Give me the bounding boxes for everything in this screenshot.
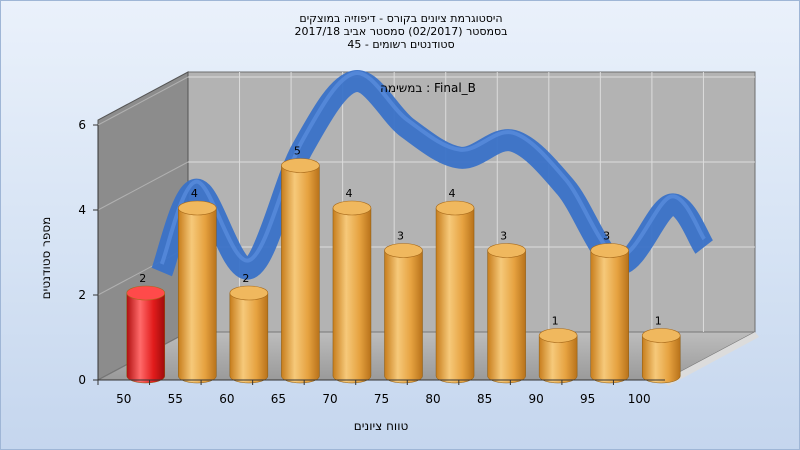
bar-top [178, 200, 217, 216]
bar-65 [281, 158, 320, 384]
bar-top [332, 200, 372, 216]
floor-edge [665, 332, 759, 386]
bar-body [590, 250, 629, 384]
data-label-70: 4 [345, 187, 352, 200]
bar-60 [229, 285, 269, 384]
data-label-65: 5 [294, 145, 301, 158]
bar-body [229, 292, 269, 384]
bar-80 [435, 200, 475, 384]
data-label-100: 1 [655, 315, 662, 328]
bar-85 [487, 243, 526, 384]
x-tick-label: 70 [322, 392, 337, 406]
bar-55 [178, 200, 217, 384]
bar-75 [384, 243, 423, 384]
data-label-85: 3 [500, 230, 507, 243]
bar-95 [590, 243, 629, 384]
chart-subtitle: במשימה : Final_B [380, 81, 476, 95]
x-tick-label: 95 [580, 392, 595, 406]
y-tick-label: 0 [78, 373, 86, 387]
chart-title-line-2: בסמסטר (02/2017) סמסטר אביב 2017/18 [294, 25, 508, 38]
bar-body [641, 335, 681, 384]
bar-top [590, 243, 629, 258]
bar-100 [641, 328, 681, 384]
bar-top [487, 243, 526, 258]
bar-top [126, 285, 166, 301]
bar-body [332, 207, 372, 384]
x-tick-label: 50 [116, 392, 131, 406]
data-label-50: 2 [139, 272, 146, 285]
y-tick-label: 6 [78, 118, 86, 132]
chart-title: היסטוגרמת ציונים בקורס - דיפוזיה במוצקים… [1, 12, 800, 51]
x-axis-label: טווח ציונים [354, 419, 409, 433]
data-label-80: 4 [449, 187, 456, 200]
gridline-left [97, 161, 189, 211]
data-label-75: 3 [397, 230, 404, 243]
y-tick-label: 2 [78, 288, 86, 302]
bar-90 [538, 328, 578, 384]
x-tick-label: 75 [374, 392, 389, 406]
bar-body [384, 250, 423, 384]
x-tick-label: 60 [219, 392, 234, 406]
x-tick-label: 85 [477, 392, 492, 406]
data-labels: 2 4 2 5 4 3 4 3 1 3 1 [139, 145, 661, 328]
y-axis-label: מספר סטודנטים [39, 217, 53, 300]
bar-top [435, 200, 475, 216]
bar-body [487, 250, 526, 384]
chart-title-line-3: סטודנטים רשומים - 45 [347, 38, 455, 51]
bar-body [178, 207, 217, 384]
y-tick-label: 4 [78, 203, 86, 217]
bar-top [281, 158, 320, 173]
data-label-90: 1 [552, 315, 559, 328]
x-tick-label: 55 [168, 392, 183, 406]
bars-group [126, 158, 681, 384]
bar-top [229, 285, 269, 301]
bar-body [435, 207, 475, 384]
data-label-60: 2 [242, 272, 249, 285]
chart-title-line-1: היסטוגרמת ציונים בקורס - דיפוזיה במוצקים [299, 12, 503, 25]
data-label-95: 3 [603, 230, 610, 243]
bar-body [538, 335, 578, 384]
bar-top [641, 328, 681, 343]
bar-70 [332, 200, 372, 384]
gridline-left [97, 76, 189, 126]
data-label-55: 4 [191, 187, 198, 200]
bar-top [384, 243, 423, 258]
x-tick-label: 100 [628, 392, 651, 406]
bar-top [538, 328, 578, 343]
x-tick-label: 90 [528, 392, 543, 406]
x-tick-label: 65 [271, 392, 286, 406]
bar-body [281, 165, 320, 384]
x-tick-label: 80 [425, 392, 440, 406]
bar-body [126, 292, 166, 384]
axes: 0 2 4 6 50 55 60 65 70 75 80 85 90 95 100 [78, 118, 665, 406]
bar-50 [126, 285, 166, 384]
